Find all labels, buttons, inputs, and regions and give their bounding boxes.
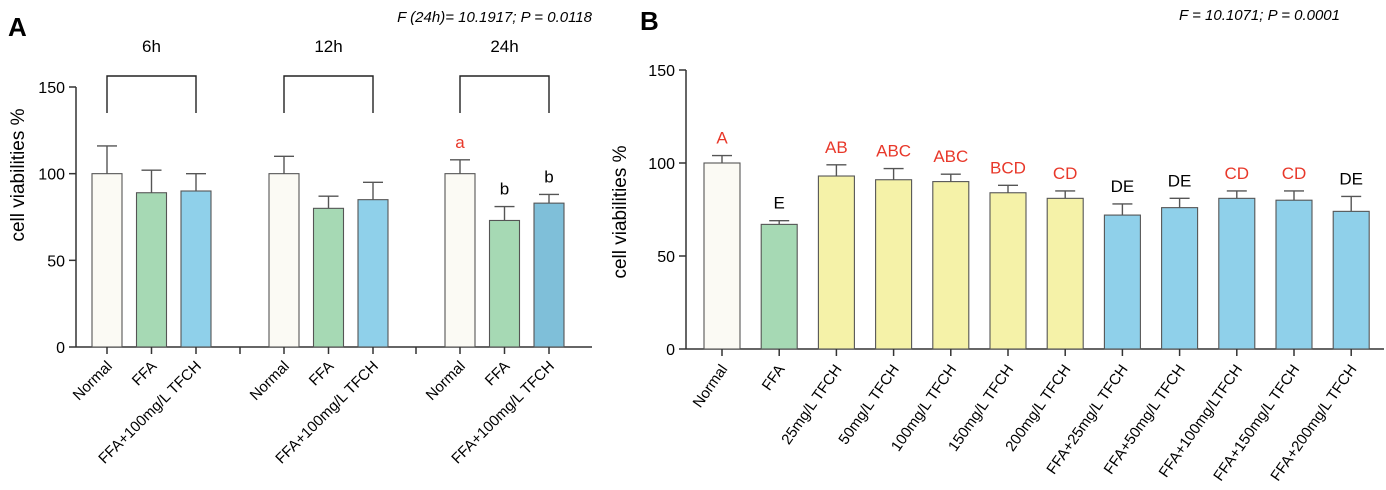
panel-b-significance-letter: AB — [825, 138, 848, 157]
panel-a-y-tick-label: 100 — [38, 167, 65, 184]
panel-b-significance-letter: DE — [1168, 171, 1192, 190]
panel-a-bar — [533, 202, 565, 348]
panel-b-bar — [1103, 214, 1141, 350]
panel-b-bar — [1332, 210, 1370, 350]
panel-b-y-axis-label: cell viabilities % — [610, 145, 631, 278]
panel-b-bar — [989, 192, 1027, 350]
panel-a-comparison-bracket — [106, 75, 197, 113]
panel-b-category-label: 50mg/L TFCH — [835, 362, 902, 448]
panel-b-bar — [1218, 197, 1256, 350]
panel-a-comparison-bracket — [459, 75, 550, 113]
panel-b-bar — [1046, 197, 1084, 350]
panel-b-bar — [875, 179, 913, 350]
panel-a-y-axis-label: cell viabilities % — [8, 108, 29, 241]
panel-b-y-tick-label: 100 — [648, 156, 675, 173]
panel-a-category-label: Normal — [70, 358, 116, 404]
panel-a-category-label: FFA — [129, 358, 160, 389]
panel-b-category-label: Normal — [690, 362, 732, 411]
panel-b-letter: B — [640, 6, 659, 36]
panel-a-category-label: Normal — [247, 358, 293, 404]
panel-a-bar — [488, 219, 521, 348]
panel-a-category-label: FFA — [306, 358, 337, 389]
panel-a-bar — [91, 173, 123, 348]
panel-b-category-label: 25mg/L TFCH — [778, 362, 845, 448]
panel-a-bar — [268, 173, 300, 348]
panel-b-significance-letter: DE — [1111, 177, 1135, 196]
panel-a-y-tick-label: 50 — [47, 253, 65, 270]
panel-b-bar — [932, 181, 970, 350]
panel-b-y-tick-label: 150 — [648, 63, 675, 80]
panel-b-y-tick-label: 0 — [666, 342, 675, 359]
panel-b-plot: 0 50 100 150 Normal A FFA E 25mg/L TFCH AB 50mg/L … — [648, 63, 1384, 484]
panel-b-significance-letter: E — [774, 194, 785, 213]
panel-b-bar — [760, 223, 798, 350]
panel-b-stat-text: F = 10.1071; P = 0.0001 — [1179, 7, 1340, 24]
panel-b-bar — [1161, 207, 1199, 350]
panel-b-significance-letter: ABC — [876, 142, 911, 161]
panel-b-bar — [1275, 199, 1313, 350]
panel-b-significance-letter: DE — [1339, 169, 1363, 188]
panel-a-group-label: 24h — [490, 37, 518, 56]
panel-b-significance-letter: ABC — [933, 147, 968, 166]
panel-a-significance-letter: b — [544, 167, 553, 186]
panel-a-stat-text: F (24h)= 10.1917; P = 0.0118 — [397, 9, 593, 26]
panel-a-bar — [357, 199, 389, 348]
panel-a-letter: A — [8, 12, 27, 42]
panel-b-significance-letter: CD — [1282, 164, 1307, 183]
panel-a-significance-letter: b — [500, 180, 509, 199]
panel-b-significance-letter: CD — [1053, 164, 1078, 183]
panel-a-comparison-bracket — [283, 75, 374, 113]
panel-b-significance-letter: A — [716, 129, 728, 148]
panel-a-y-tick-label: 150 — [38, 80, 65, 97]
panel-a-category-label: Normal — [423, 358, 469, 404]
panel-b-y-tick-label: 50 — [657, 249, 675, 266]
panel-a-group-label: 6h — [142, 37, 161, 56]
panel-a-y-tick-label: 0 — [56, 340, 65, 357]
panel-b-significance-letter: BCD — [990, 158, 1026, 177]
panel-a-significance-letter: a — [455, 133, 465, 152]
panel-a-bar — [312, 207, 345, 348]
panel-a-bar — [135, 192, 168, 348]
panel-b-bar — [817, 175, 855, 350]
panel-a-group-label: 12h — [314, 37, 342, 56]
panel-a-category-label: FFA — [482, 358, 513, 389]
panel-a-bar — [180, 190, 212, 348]
panel-b-significance-letter: CD — [1225, 164, 1250, 183]
panel-a-bar — [444, 173, 476, 348]
panel-b-category-label: FFA — [759, 362, 789, 394]
panel-b-bar — [703, 162, 741, 350]
